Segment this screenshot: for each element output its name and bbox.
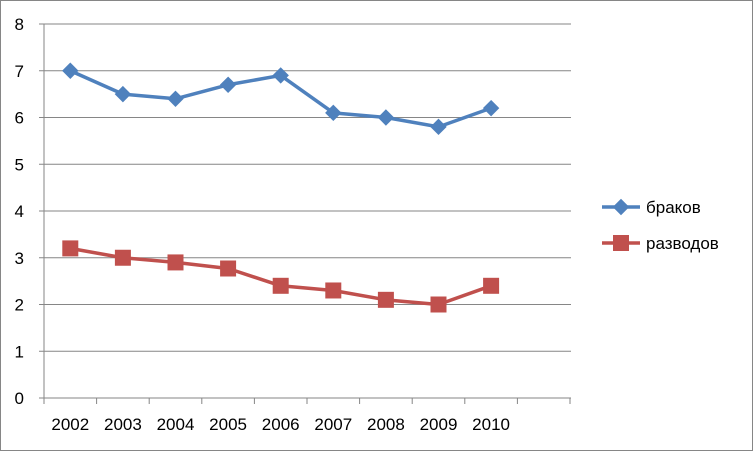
data-point-1-2004 xyxy=(167,254,184,271)
data-point-0-2008 xyxy=(377,109,395,126)
x-tick-label-2010: 2010 xyxy=(472,415,510,434)
y-tick-label-8: 8 xyxy=(15,15,24,34)
series-group xyxy=(62,62,500,313)
legend-label-0: браков xyxy=(646,198,701,217)
x-tick-label-2006: 2006 xyxy=(262,415,300,434)
data-point-1-2010 xyxy=(483,277,500,294)
data-point-1-2009 xyxy=(430,296,447,313)
x-tick-label-2008: 2008 xyxy=(367,415,405,434)
legend: браков разводов xyxy=(602,198,719,253)
data-point-1-2008 xyxy=(377,291,394,308)
data-point-0-2007 xyxy=(325,104,342,122)
legend-marker-0 xyxy=(612,198,630,216)
y-tick-label-3: 3 xyxy=(15,249,24,268)
data-point-0-2004 xyxy=(167,90,184,108)
y-tick-label-0: 0 xyxy=(15,389,24,408)
data-point-0-2010 xyxy=(482,99,500,117)
x-tick-label-2009: 2009 xyxy=(420,415,458,434)
data-point-0-2009 xyxy=(430,118,447,136)
x-tick-labels: 2002 2003 2004 2005 2006 2007 2008 2009 2010 xyxy=(51,415,510,434)
data-point-0-2003 xyxy=(114,85,132,103)
x-tick-label-2005: 2005 xyxy=(209,415,247,434)
y-tick-label-7: 7 xyxy=(15,62,24,81)
x-tick-label-2007: 2007 xyxy=(314,415,352,434)
legend-marker-1 xyxy=(613,235,629,251)
y-tick-label-5: 5 xyxy=(15,155,24,174)
data-point-1-2005 xyxy=(220,260,237,277)
y-tick-label-1: 1 xyxy=(15,342,24,361)
data-point-0-2005 xyxy=(219,76,237,93)
y-tick-label-4: 4 xyxy=(15,202,24,221)
data-point-1-2003 xyxy=(114,249,131,266)
series-0 xyxy=(62,62,500,136)
series-line-1 xyxy=(69,246,492,307)
y-tick-labels: 0 1 2 3 4 5 6 7 8 xyxy=(15,15,24,408)
data-point-1-2006 xyxy=(272,277,289,294)
data-point-1-2007 xyxy=(325,282,342,299)
x-tick-label-2002: 2002 xyxy=(51,415,89,434)
legend-entry-0: браков xyxy=(602,198,701,217)
grid-lines xyxy=(44,23,571,352)
series-1 xyxy=(62,240,500,313)
y-tick-label-6: 6 xyxy=(15,109,24,128)
axes xyxy=(39,23,571,404)
legend-label-1: разводов xyxy=(646,234,719,253)
legend-entry-1: разводов xyxy=(602,234,719,253)
data-point-1-2002 xyxy=(62,240,79,257)
data-point-0-2006 xyxy=(272,67,289,84)
y-tick-label-2: 2 xyxy=(15,296,24,315)
x-tick-label-2003: 2003 xyxy=(104,415,142,434)
x-tick-label-2004: 2004 xyxy=(157,415,195,434)
data-point-0-2002 xyxy=(62,62,79,79)
